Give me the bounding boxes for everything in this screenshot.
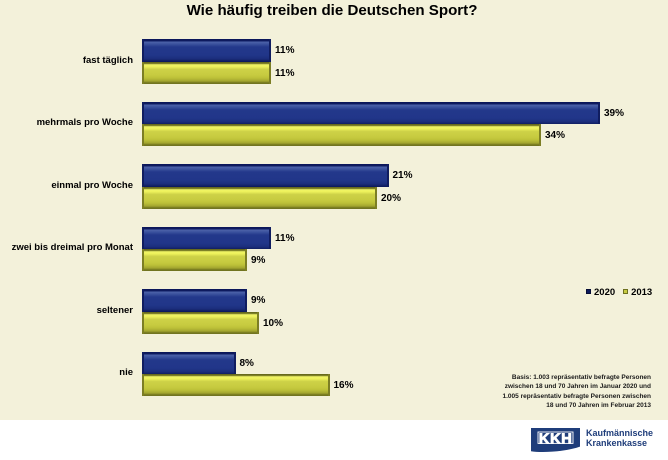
svg-text:KKH: KKH: [539, 431, 573, 447]
